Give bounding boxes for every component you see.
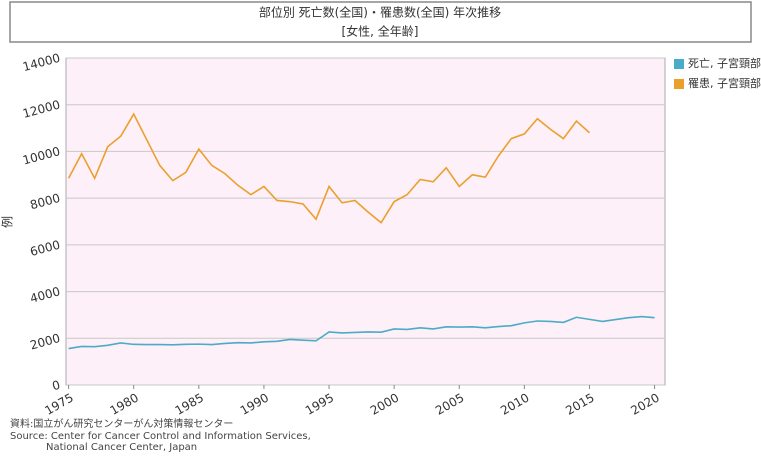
x-tick-label: 1975 xyxy=(42,391,75,418)
legend-swatch xyxy=(674,79,684,89)
y-axis-label: 例 xyxy=(1,216,15,228)
x-tick-label: 2010 xyxy=(498,391,531,418)
x-tick-label: 1985 xyxy=(173,391,206,418)
x-tick-label: 2020 xyxy=(628,391,661,418)
plot-area xyxy=(65,57,666,386)
series-line xyxy=(67,112,591,224)
title-box xyxy=(9,1,752,43)
source-line: 資料:国立がん研究センターがん対策情報センター xyxy=(10,417,233,430)
legend-label: 罹患, 子宮頸部 xyxy=(688,76,761,90)
chart-title: 部位別 死亡数(全国)・罹患数(全国) 年次推移 xyxy=(259,5,501,20)
x-tick-label: 1980 xyxy=(108,391,141,418)
source-line: National Cancer Center, Japan xyxy=(46,442,197,453)
series-line xyxy=(68,315,655,350)
x-tick-label: 1995 xyxy=(303,391,336,418)
x-tick-label: 1990 xyxy=(238,391,271,418)
source-line: Source: Center for Cancer Control and In… xyxy=(10,431,311,442)
x-tick-label: 2015 xyxy=(563,391,596,418)
y-tick-label: 14000 xyxy=(21,51,62,74)
x-tick-label: 2000 xyxy=(368,391,401,418)
y-tick-label: 12000 xyxy=(21,97,62,120)
y-tick-label: 2000 xyxy=(29,331,62,352)
y-tick-label: 0 xyxy=(51,378,62,394)
x-tick-label: 2005 xyxy=(433,391,466,418)
y-tick-label: 8000 xyxy=(29,191,62,212)
y-tick-label: 4000 xyxy=(29,284,62,305)
legend-swatch xyxy=(674,59,684,69)
y-tick-label: 6000 xyxy=(29,238,62,259)
y-tick-label: 10000 xyxy=(21,144,62,167)
chart-subtitle: [女性, 全年齢] xyxy=(342,24,419,39)
legend-label: 死亡, 子宮頸部 xyxy=(688,56,761,70)
